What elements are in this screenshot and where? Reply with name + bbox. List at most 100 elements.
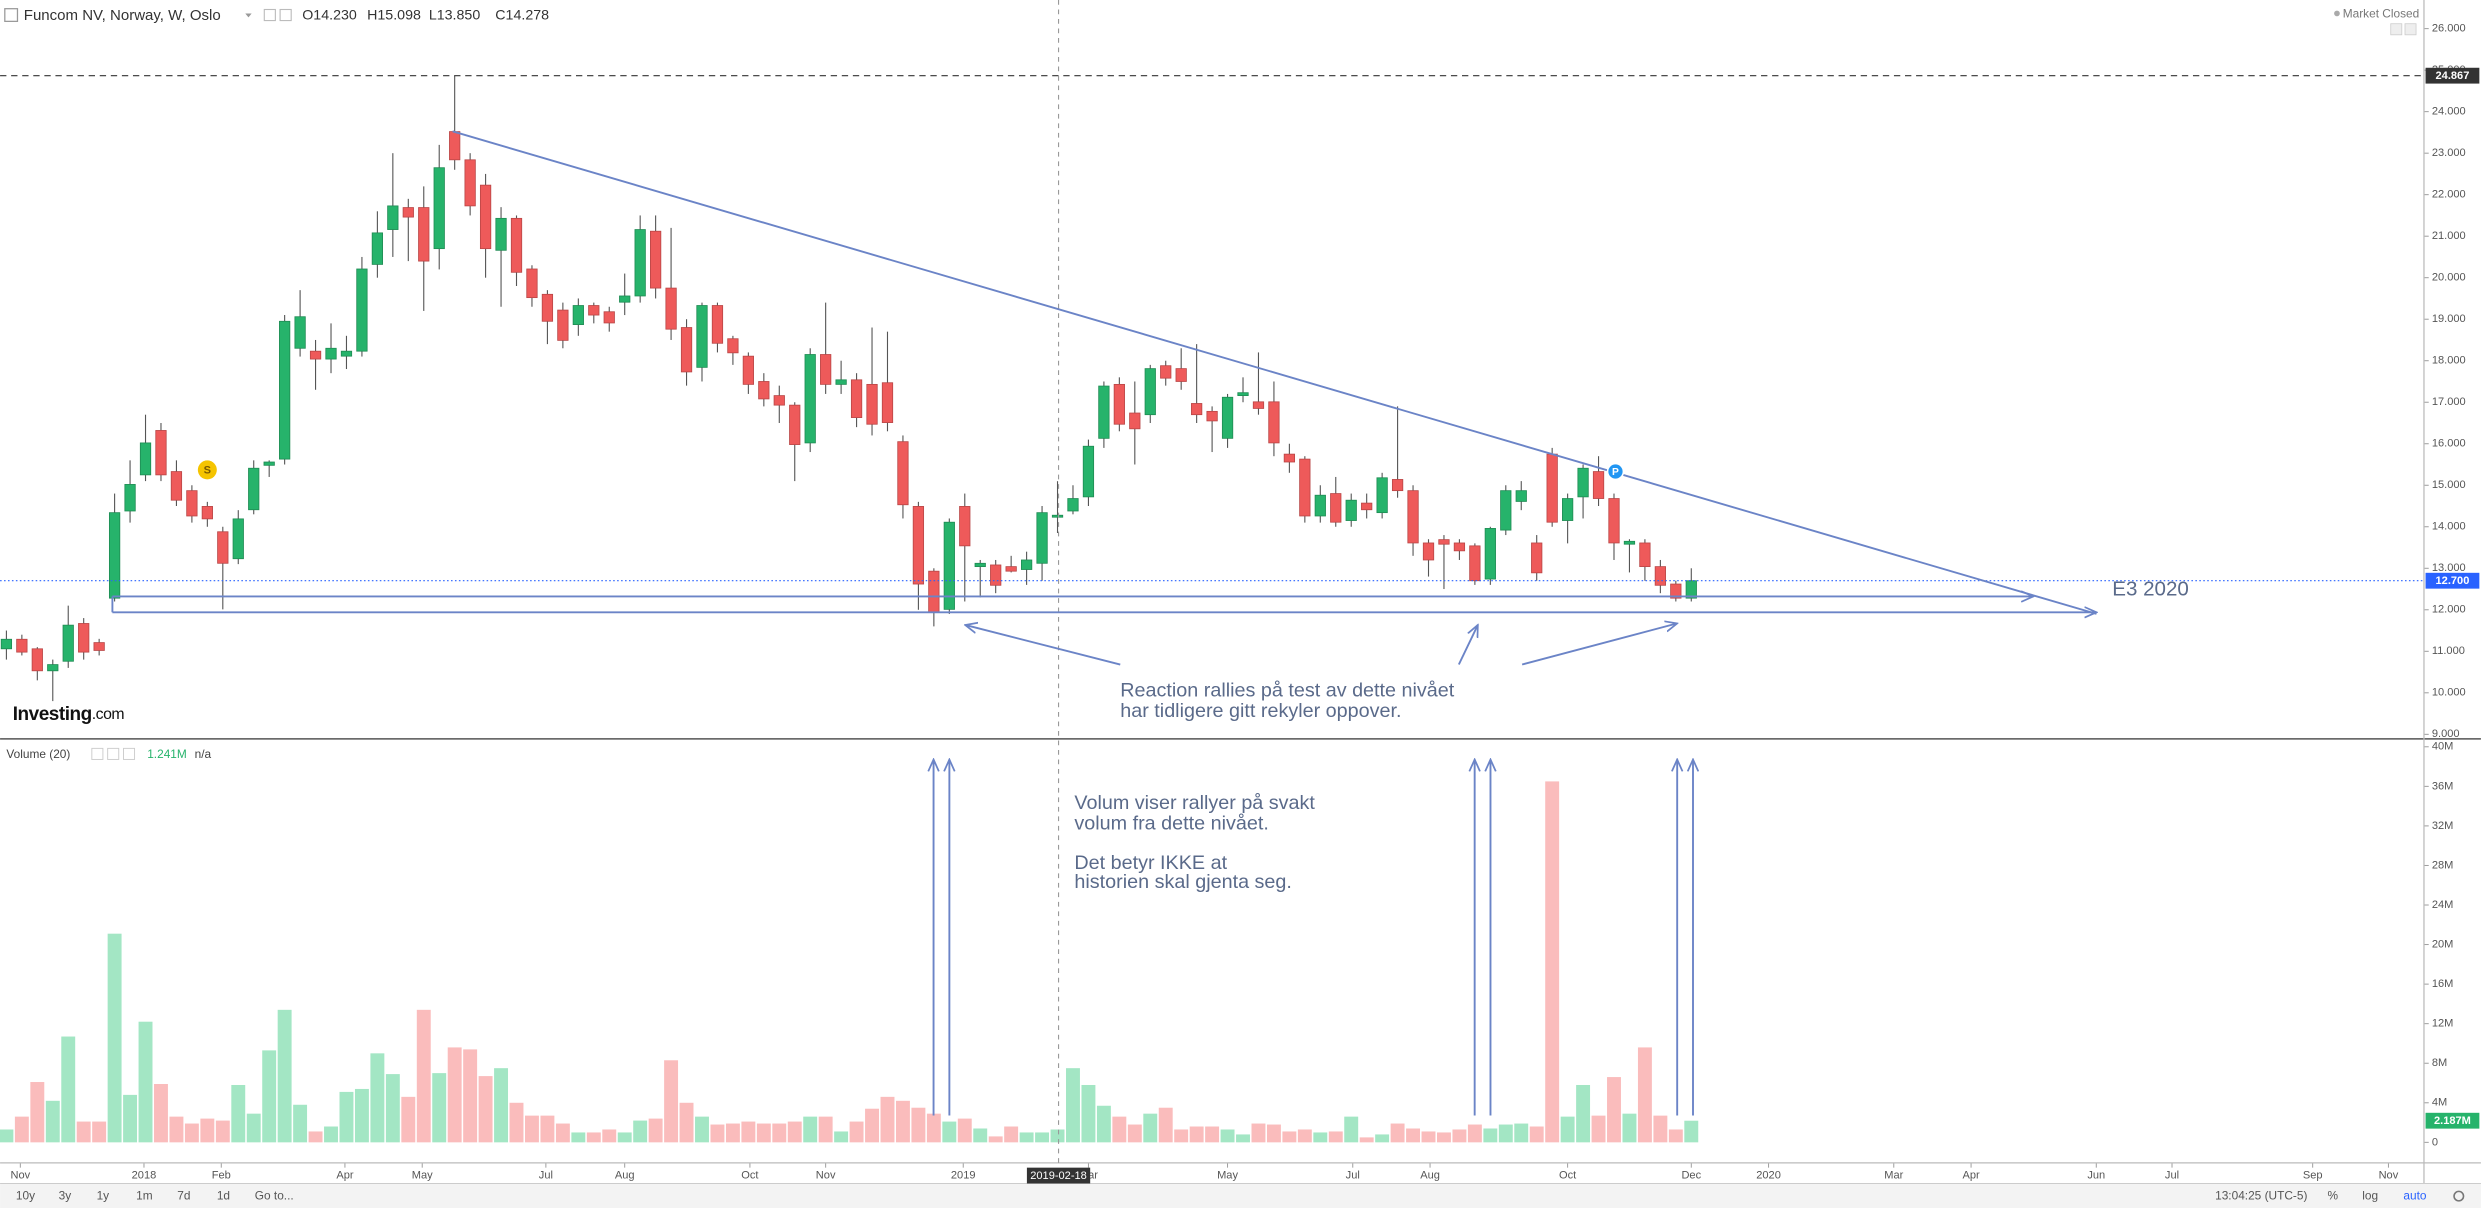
goto-button[interactable]: Go to... xyxy=(255,1188,294,1202)
y-tick-label: 11.000 xyxy=(2432,645,2465,657)
volume-bar xyxy=(1297,1129,1312,1143)
volume-bar xyxy=(1591,1115,1606,1143)
y-tick-label: 26.000 xyxy=(2432,23,2466,35)
settings-icon[interactable] xyxy=(2453,1190,2465,1202)
icon[interactable] xyxy=(2404,23,2417,36)
x-tick-label: Jul xyxy=(539,1169,553,1181)
volume-bar xyxy=(1344,1116,1359,1143)
range-button[interactable]: 1m xyxy=(136,1188,153,1202)
volume-bar xyxy=(988,1136,1003,1143)
option-button[interactable]: auto xyxy=(2403,1188,2426,1202)
volume-bar xyxy=(324,1126,338,1143)
arrow xyxy=(1457,625,1478,665)
volume-bar xyxy=(1529,1126,1544,1143)
collapse-icon[interactable] xyxy=(4,8,19,22)
dropdown-caret[interactable] xyxy=(245,13,252,18)
y-tick-label: 21.000 xyxy=(2432,230,2466,242)
x-tick-label: Jul xyxy=(1346,1169,1360,1181)
volume-bar xyxy=(787,1121,802,1143)
price-label-box xyxy=(2425,1112,2480,1129)
volume-bar xyxy=(1684,1120,1699,1143)
y-tick-label: 14.000 xyxy=(2432,521,2466,533)
icon[interactable] xyxy=(279,8,292,22)
x-tick-label: Oct xyxy=(741,1169,758,1181)
volume-bar xyxy=(339,1091,354,1143)
x-tick-label: Nov xyxy=(2379,1169,2399,1181)
candle-body xyxy=(78,623,90,653)
logo-brand: Investing xyxy=(13,704,92,725)
range-button[interactable]: 10y xyxy=(16,1188,35,1202)
volume-bar xyxy=(184,1123,199,1143)
volume-bar xyxy=(169,1116,184,1143)
x-tick-label: Nov xyxy=(816,1169,836,1181)
ohlc-readout: H15.098 xyxy=(367,8,421,24)
candle-body xyxy=(1330,493,1342,523)
candle-body xyxy=(959,506,971,547)
candle-body xyxy=(1051,514,1064,518)
drawings xyxy=(111,130,2096,1116)
event-marker[interactable] xyxy=(197,460,217,480)
volume-bar xyxy=(1653,1115,1668,1143)
volume-value: 1.241M xyxy=(147,747,187,761)
candle-body xyxy=(1005,566,1017,572)
candle-body xyxy=(387,205,399,230)
candle-body xyxy=(820,354,832,385)
y-tick-label: 12M xyxy=(2432,1018,2454,1030)
icon[interactable] xyxy=(263,8,276,22)
volume-bar xyxy=(1483,1128,1498,1143)
volume-bar xyxy=(525,1115,539,1143)
candle-body xyxy=(1639,542,1651,568)
x-tick-label: Nov xyxy=(10,1169,30,1181)
icon[interactable] xyxy=(123,747,136,760)
x-tick-label: Jun xyxy=(2087,1169,2105,1181)
y-tick-label: 32M xyxy=(2432,820,2454,832)
option-button[interactable]: log xyxy=(2362,1188,2378,1202)
volume-bar xyxy=(1066,1068,1080,1143)
volume-bar xyxy=(633,1120,648,1143)
volume-bar xyxy=(1421,1131,1436,1143)
volume-bar xyxy=(1096,1105,1111,1143)
candle-body xyxy=(1191,403,1203,416)
candle-body xyxy=(1314,494,1326,517)
candle-body xyxy=(1036,512,1048,564)
x-tick-label: Mar xyxy=(1884,1169,1903,1181)
option-button[interactable]: % xyxy=(2327,1188,2338,1202)
candle-body xyxy=(711,305,724,344)
candle-body xyxy=(1098,385,1110,439)
volume-bar xyxy=(30,1082,45,1143)
candle-body xyxy=(1082,445,1095,498)
candle-body xyxy=(155,430,167,476)
volume-bar xyxy=(1112,1116,1127,1143)
x-tick-label: Feb xyxy=(212,1169,231,1181)
range-button[interactable]: 7d xyxy=(177,1188,190,1202)
volume-bar xyxy=(1328,1131,1343,1143)
candle-body xyxy=(1268,401,1280,444)
candle-body xyxy=(0,638,13,650)
volume-bar xyxy=(1406,1128,1421,1143)
candle-body xyxy=(572,305,584,326)
volume-bar xyxy=(756,1123,771,1143)
volume-bar xyxy=(1390,1123,1405,1143)
chart-title: Funcom NV, Norway, W, Oslo xyxy=(24,7,221,24)
event-marker[interactable] xyxy=(1606,462,1625,481)
icon[interactable] xyxy=(107,747,120,760)
x-tick-label: Apr xyxy=(1962,1169,1980,1181)
candle-body xyxy=(31,648,43,672)
icon[interactable] xyxy=(2390,23,2403,36)
range-button[interactable]: 3y xyxy=(59,1188,72,1202)
volume-bar xyxy=(1035,1132,1050,1143)
range-button[interactable]: 1y xyxy=(97,1188,110,1202)
volume-bar xyxy=(14,1116,29,1143)
candle-body xyxy=(139,442,152,476)
candle-body xyxy=(433,167,445,250)
y-tick-label: 13.000 xyxy=(2432,562,2466,574)
y-tick-label: 28M xyxy=(2432,859,2454,871)
range-button[interactable]: 1d xyxy=(217,1188,230,1202)
y-tick-label: 16M xyxy=(2432,978,2454,990)
volume-bar xyxy=(1158,1107,1173,1143)
candle-body xyxy=(356,268,368,352)
candle-body xyxy=(124,484,136,512)
candle-body xyxy=(1391,479,1404,492)
icon[interactable] xyxy=(91,747,104,760)
